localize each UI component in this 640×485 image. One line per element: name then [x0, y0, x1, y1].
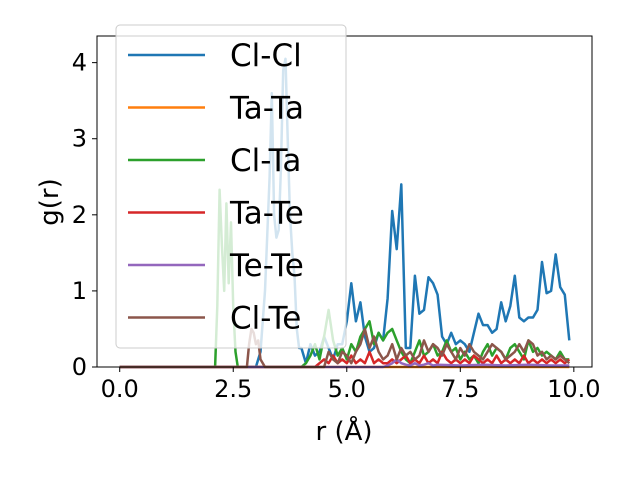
- y-tick-label: 1: [72, 277, 87, 305]
- y-tick-label: 0: [72, 353, 87, 381]
- x-axis: 0.0 2.5 5.0 7.5 10.0: [101, 367, 601, 403]
- x-tick-label: 5.0: [328, 375, 366, 403]
- y-axis: 0 1 2 3 4: [72, 49, 97, 381]
- legend-label-cl-cl: Cl-Cl: [230, 38, 302, 74]
- x-axis-label: r (Å): [315, 415, 372, 447]
- x-tick-label: 7.5: [441, 375, 479, 403]
- x-tick-label: 2.5: [214, 375, 252, 403]
- x-tick-label: 0.0: [101, 375, 139, 403]
- y-tick-label: 3: [72, 125, 87, 153]
- legend-box: [115, 24, 347, 349]
- y-tick-label: 2: [72, 201, 87, 229]
- legend-label-cl-ta: Cl-Ta: [230, 143, 301, 179]
- legend-label-cl-te: Cl-Te: [230, 301, 301, 337]
- y-axis-label: g(r): [35, 178, 65, 225]
- legend-label-te-te: Te-Te: [229, 248, 304, 284]
- x-tick-label: 10.0: [547, 375, 600, 403]
- legend: Cl-Cl Ta-Ta Cl-Ta Ta-Te Te-Te Cl-Te: [115, 24, 347, 349]
- y-tick-label: 4: [72, 49, 87, 77]
- legend-label-ta-ta: Ta-Ta: [229, 91, 304, 127]
- legend-label-ta-te: Ta-Te: [229, 196, 304, 232]
- series-line-cl-te: [119, 327, 571, 369]
- series-line-te-te: [119, 358, 570, 369]
